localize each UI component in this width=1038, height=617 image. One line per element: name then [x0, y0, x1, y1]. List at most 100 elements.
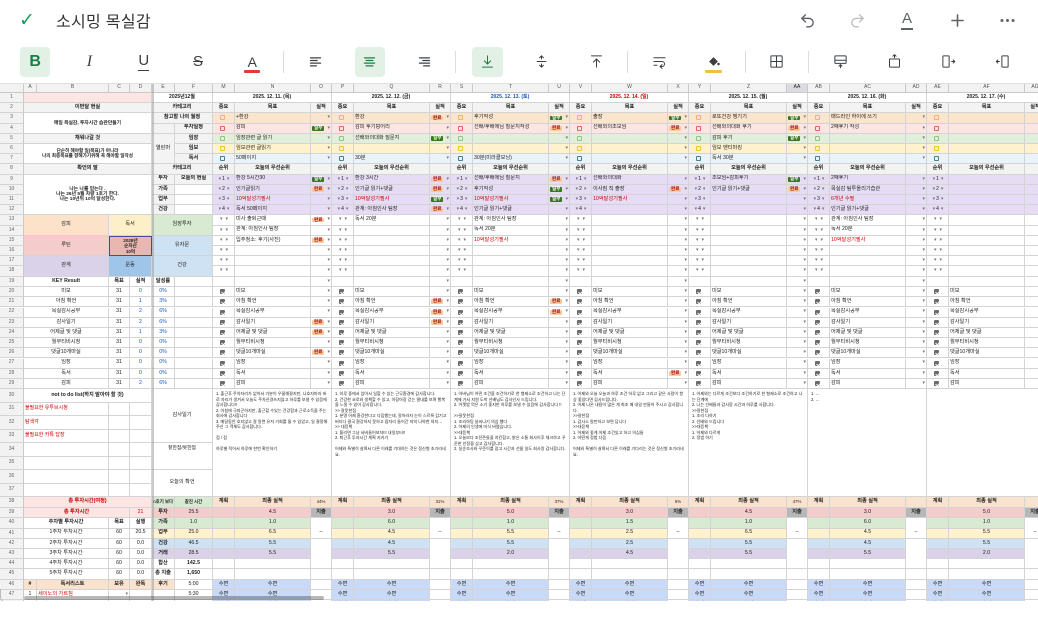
reading-done[interactable]	[130, 590, 152, 601]
final-value[interactable]: 5.5	[473, 538, 549, 549]
sleep-label[interactable]: 수면	[808, 590, 830, 601]
week-goal[interactable]: 60	[109, 559, 130, 570]
checklist-label[interactable]	[711, 276, 787, 288]
checklist-result[interactable]: ▾	[787, 348, 808, 359]
checklist-result[interactable]: ▾	[1025, 378, 1038, 390]
priority-result[interactable]: 완료 ▾	[430, 174, 451, 185]
key-result-target[interactable]: 31	[109, 327, 130, 339]
priority-rank[interactable]: ▾ 4 ▾	[570, 205, 592, 216]
priority-text[interactable]	[235, 266, 311, 277]
priority-text[interactable]: 독서 20분	[830, 225, 906, 236]
priority-rank[interactable]: ▾ 2 ▾	[808, 184, 830, 195]
checklist-label[interactable]: 월부티비시청	[235, 338, 311, 349]
goal-checkbox[interactable]	[213, 123, 235, 134]
priority-text[interactable]	[949, 225, 1025, 236]
checklist-label[interactable]: 독서	[711, 368, 787, 379]
row-header-25[interactable]: 25	[0, 338, 24, 349]
tt-label-6[interactable]: 총 지출	[152, 569, 175, 580]
row-header-45[interactable]: 45	[0, 569, 24, 580]
checklist-result[interactable]: ▾	[549, 368, 570, 379]
key-result-actual[interactable]: 1	[130, 327, 152, 339]
priority-rank[interactable]: ▾ ▾	[689, 225, 711, 236]
priority-result[interactable]: ▾	[549, 205, 570, 216]
checklist-result[interactable]: ▾	[311, 338, 332, 349]
blank-cell[interactable]	[549, 559, 570, 570]
sleep-value[interactable]: 수면	[592, 590, 668, 601]
checklist-label[interactable]: 아침 확언	[592, 297, 668, 308]
goal-checkbox[interactable]	[213, 133, 235, 144]
goal-text[interactable]	[949, 123, 1025, 134]
goal-checkbox[interactable]	[927, 144, 949, 155]
goal-result[interactable]: ▾	[668, 154, 689, 165]
checklist-label[interactable]: 감피	[949, 378, 1025, 390]
priority-rank[interactable]: ▾ 2 ▾	[213, 184, 235, 195]
sleep-value[interactable]: 수면	[830, 590, 906, 601]
key-result-rate[interactable]: 6%	[152, 317, 175, 328]
row-header-10[interactable]: 10	[0, 184, 24, 195]
key-result-name[interactable]: 목실감시공부	[24, 307, 109, 318]
not-to-do-blank-c[interactable]	[109, 483, 130, 498]
checklist-checkbox[interactable]	[927, 338, 949, 349]
blank-cell[interactable]	[451, 559, 473, 570]
week-label[interactable]: 2주차 투자시간	[24, 538, 109, 549]
sleep-label[interactable]: 수면	[213, 600, 235, 601]
plan-value[interactable]	[332, 507, 354, 519]
checklist-checkbox[interactable]	[451, 327, 473, 339]
daily-notes[interactable]	[927, 389, 1038, 498]
priority-text[interactable]: 환강 3시간	[354, 174, 430, 185]
week-actual[interactable]: 0.0	[130, 569, 152, 580]
goal-text[interactable]	[592, 154, 668, 165]
priority-result[interactable]: ▾	[311, 225, 332, 236]
checklist-checkbox[interactable]	[451, 307, 473, 318]
checklist-result[interactable]: ▾	[906, 287, 927, 298]
priority-result[interactable]: ▾	[311, 205, 332, 216]
plan-value[interactable]	[332, 528, 354, 539]
key-result-target[interactable]: 31	[109, 307, 130, 318]
priority-rank[interactable]: ▾ ▾	[570, 235, 592, 246]
f-blank[interactable]	[175, 348, 213, 359]
final-value[interactable]: 6.5	[235, 528, 311, 539]
priority-rank[interactable]: ▾ ▾	[451, 266, 473, 277]
goal-result[interactable]: 완료 ▾	[549, 123, 570, 134]
checklist-label[interactable]: 임장	[354, 358, 430, 369]
goal-text[interactable]: 로또건강 챙기기	[711, 113, 787, 124]
row-header-16[interactable]: 16	[0, 246, 24, 257]
goal-text[interactable]: 선배와의조모임	[592, 123, 668, 134]
checklist-result[interactable]: ▾	[430, 287, 451, 298]
row-header-20[interactable]: 20	[0, 287, 24, 298]
sleep-blank[interactable]	[668, 579, 689, 591]
plan-value[interactable]	[927, 538, 949, 549]
goal-result[interactable]: ▾	[549, 154, 570, 165]
blank-cell[interactable]	[451, 569, 473, 580]
priority-rank[interactable]: ▾ ▾	[332, 235, 354, 246]
sleep-blank[interactable]	[1025, 590, 1038, 601]
goal-checkbox[interactable]	[808, 113, 830, 124]
checklist-label[interactable]: 목실감시공부	[354, 307, 430, 318]
plan-value[interactable]	[927, 507, 949, 519]
sleep-blank[interactable]	[430, 579, 451, 591]
checklist-checkbox[interactable]	[927, 378, 949, 390]
checklist-result[interactable]: ▾	[668, 358, 689, 369]
blank-cell[interactable]	[549, 569, 570, 580]
final-value[interactable]: 1.5	[592, 518, 668, 529]
blank-cell[interactable]	[213, 559, 235, 570]
checklist-result[interactable]: ▾	[906, 276, 927, 288]
priority-text[interactable]: 인기글읽기	[235, 184, 311, 195]
column-header-o[interactable]: O	[311, 84, 332, 93]
checklist-result[interactable]: 완료 ▾	[430, 297, 451, 308]
priority-result[interactable]: ▾	[906, 235, 927, 246]
tt-value-4[interactable]: 28.5	[175, 549, 213, 560]
priority-result[interactable]: ▾	[668, 205, 689, 216]
priority-rank[interactable]: ▾ ▾	[570, 256, 592, 267]
priority-rank[interactable]: ▾ 2 ▾	[570, 184, 592, 195]
key-result-target[interactable]: 31	[109, 378, 130, 390]
checklist-result[interactable]: 완료 ▾	[430, 307, 451, 318]
goal-checkbox[interactable]	[689, 113, 711, 124]
row-header-9[interactable]: 9	[0, 174, 24, 185]
priority-rank[interactable]: ▾ 2 ▾	[689, 184, 711, 195]
checklist-result[interactable]: ▾	[906, 327, 927, 339]
sleep-label[interactable]: 수면	[213, 590, 235, 601]
priority-rank[interactable]: ▾ ▾	[927, 235, 949, 246]
checklist-label[interactable]: 댓글10개마실	[592, 348, 668, 359]
expense-cell[interactable]	[668, 518, 689, 561]
